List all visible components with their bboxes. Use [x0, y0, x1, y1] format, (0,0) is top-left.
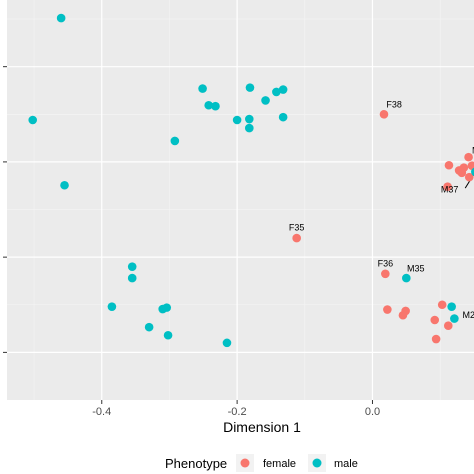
point-label: F36	[378, 259, 394, 269]
male-point	[163, 330, 173, 340]
female-point	[459, 163, 469, 172]
legend-title: Phenotype	[165, 456, 227, 471]
x-tick-label: 0.0	[365, 406, 380, 418]
female-point	[443, 321, 453, 331]
male-point	[447, 302, 456, 311]
male-point	[244, 114, 254, 124]
male-point	[28, 115, 38, 125]
female-point	[383, 305, 392, 314]
female-point	[398, 310, 408, 320]
legend-female-marker	[240, 458, 250, 468]
male-point	[261, 96, 270, 105]
male-point	[222, 338, 232, 348]
male-point	[272, 87, 281, 97]
male-point	[170, 136, 180, 146]
legend: Phenotype female male	[165, 454, 358, 472]
male-point	[204, 100, 213, 110]
point-label: M37	[441, 184, 459, 194]
male-point	[450, 314, 459, 323]
point-labels: F38MM34MM37F35F36M35M26, M31M27	[289, 100, 474, 320]
male-point	[162, 303, 172, 312]
male-point	[198, 84, 207, 93]
female-point	[464, 152, 473, 162]
plot-background	[7, 0, 474, 400]
female-point	[379, 109, 389, 119]
male-point	[278, 112, 288, 122]
point-label: M27	[463, 310, 474, 320]
x-axis-ticks: -0.4 -0.2 0.0	[92, 400, 380, 418]
female-point	[430, 315, 440, 325]
major-gridlines	[7, 0, 474, 400]
female-point	[444, 160, 454, 170]
female-point	[381, 269, 390, 279]
female-point	[467, 161, 474, 171]
male-point	[56, 13, 66, 23]
male-point	[402, 273, 411, 283]
legend-male-marker	[312, 458, 322, 468]
male-point	[127, 273, 137, 283]
male-point	[278, 85, 288, 94]
male-point	[144, 322, 154, 332]
x-tick-label: -0.4	[92, 406, 111, 418]
male-point	[211, 101, 220, 111]
point-label: F35	[289, 222, 305, 232]
legend-male-label: male	[334, 458, 358, 470]
male-point	[244, 123, 254, 133]
x-tick-label: -0.2	[228, 406, 247, 418]
data-points	[28, 13, 474, 348]
x-axis-title: Dimension 1	[223, 419, 301, 435]
male-point	[107, 302, 117, 311]
male-point	[60, 180, 69, 190]
female-point	[292, 233, 301, 243]
legend-female-label: female	[263, 458, 296, 470]
female-point	[443, 182, 452, 191]
point-label: F38	[386, 100, 402, 110]
female-point	[431, 334, 441, 344]
female-point	[437, 300, 447, 310]
male-point	[471, 167, 474, 176]
male-point	[127, 262, 137, 271]
y-axis-ticks	[3, 66, 7, 353]
male-point	[245, 83, 255, 92]
point-label: M35	[407, 263, 425, 273]
point-label: M34	[472, 145, 474, 155]
female-point	[464, 172, 474, 182]
male-point	[232, 115, 242, 125]
